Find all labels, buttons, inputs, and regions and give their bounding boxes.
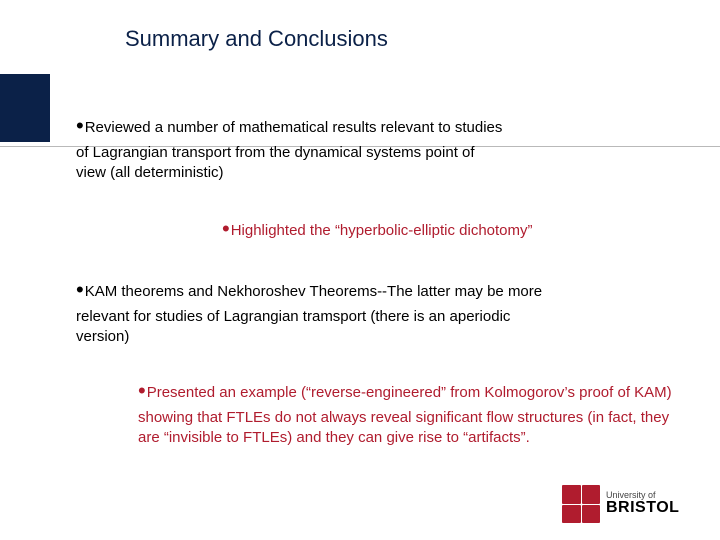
slide-title: Summary and Conclusions [125,26,388,52]
bullet-dot-icon: • [222,216,230,241]
crest-icon [562,485,600,523]
bullet-dot-icon: • [138,378,146,403]
bullet-2-text: Highlighted the “hyperbolic-elliptic dic… [231,222,533,239]
bullet-3-text: KAM theorems and Nekhoroshev Theorems--T… [76,283,542,345]
bullet-1: •Reviewed a number of mathematical resul… [76,113,506,183]
university-logo: University of BRISTOL [562,482,702,526]
bullet-4-text: Presented an example (“reverse-engineere… [138,384,672,446]
bullet-dot-icon: • [76,277,84,302]
bullet-1-text: Reviewed a number of mathematical result… [76,119,502,181]
bullet-2: •Highlighted the “hyperbolic-elliptic di… [222,216,652,246]
bullet-4: •Presented an example (“reverse-engineer… [138,378,688,448]
header-bar [0,74,50,142]
logo-text: University of BRISTOL [606,491,679,517]
logo-line2: BRISTOL [606,500,679,517]
bullet-dot-icon: • [76,113,84,138]
bullet-3: •KAM theorems and Nekhoroshev Theorems--… [76,277,556,347]
